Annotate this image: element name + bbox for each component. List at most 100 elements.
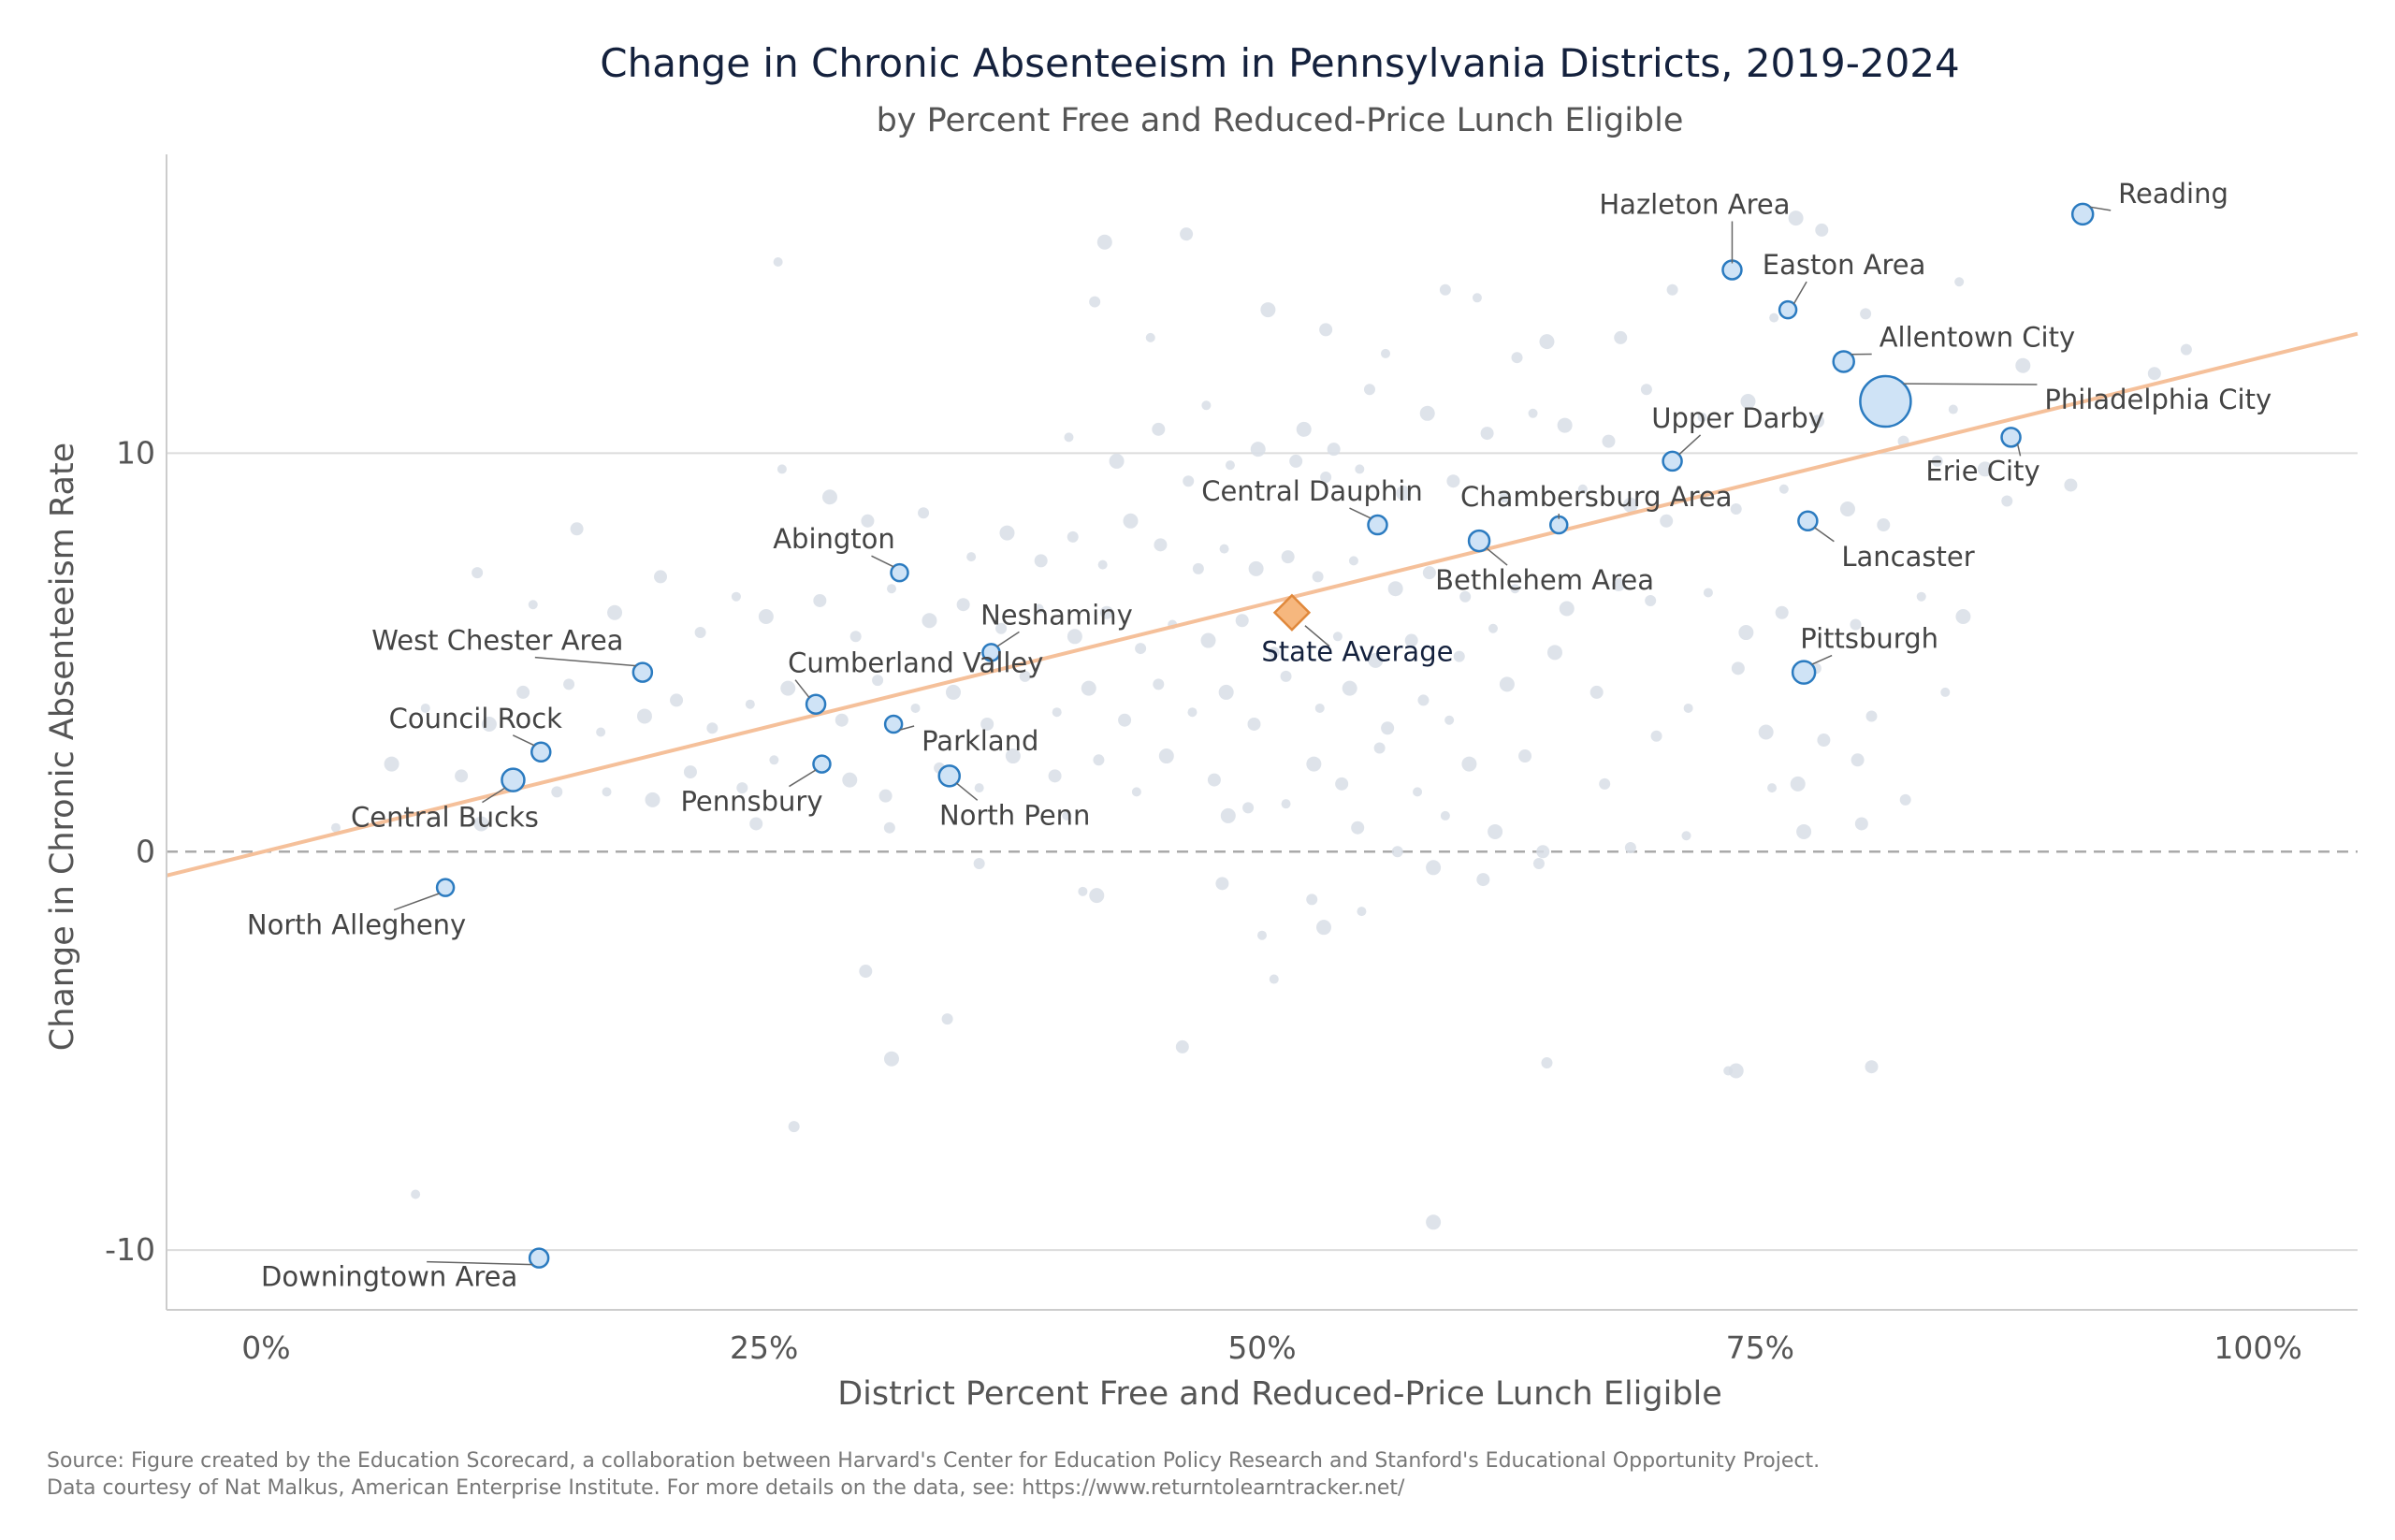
background-district-point	[2147, 367, 2161, 381]
background-district-point	[1817, 734, 1831, 748]
background-district-point	[1153, 678, 1165, 690]
background-district-point	[596, 727, 606, 737]
background-district-point	[1650, 730, 1662, 742]
y-tick-label: 0	[136, 833, 155, 869]
background-district-point	[1062, 810, 1072, 821]
background-district-point	[1839, 501, 1855, 517]
background-district-point	[1109, 453, 1125, 469]
district-point	[1859, 374, 1912, 429]
background-district-point	[1123, 513, 1139, 529]
label-leader-line	[1349, 507, 1372, 519]
background-district-point	[645, 792, 660, 807]
background-district-point	[1281, 799, 1291, 809]
background-district-point	[1499, 491, 1511, 503]
district-label: Council Rock	[389, 703, 563, 734]
background-district-point	[1472, 293, 1482, 303]
background-district-point	[1778, 484, 1789, 494]
district-point	[1467, 529, 1491, 553]
background-district-point	[1977, 461, 1993, 477]
background-district-point	[1215, 877, 1229, 891]
chart-title: Change in Chronic Absenteeism in Pennsyl…	[600, 40, 1960, 86]
background-district-point	[1067, 629, 1082, 645]
district-point	[805, 693, 827, 715]
background-district-point	[694, 627, 706, 639]
district-labels: Reading Hazleton Area Easton Area Allentown…	[247, 178, 2272, 1293]
district-point	[1791, 660, 1817, 685]
district-label: Central Bucks	[351, 802, 539, 834]
background-district-point	[1854, 817, 1868, 831]
background-points	[330, 211, 2192, 1230]
background-district-point	[1381, 721, 1395, 735]
background-district-point	[1877, 518, 1891, 532]
background-district-point	[883, 1051, 899, 1067]
background-district-point	[1089, 888, 1105, 904]
district-label: Hazleton Area	[1599, 189, 1790, 221]
background-district-point	[1348, 556, 1358, 566]
state-average-point	[1272, 593, 1312, 632]
background-district-point	[945, 684, 961, 700]
background-district-point	[1357, 907, 1367, 917]
background-district-point	[1815, 223, 1829, 237]
background-district-point	[1788, 211, 1804, 226]
label-leader-line	[534, 656, 636, 667]
district-label: Erie City	[1925, 455, 2039, 487]
background-district-point	[1850, 618, 1862, 631]
background-district-point	[1154, 538, 1168, 552]
background-district-point	[411, 1189, 421, 1199]
district-label: North Allegheny	[247, 909, 466, 941]
background-district-point	[1368, 652, 1384, 668]
background-district-point	[1426, 860, 1442, 876]
background-district-point	[455, 769, 469, 783]
background-district-point	[777, 464, 787, 474]
district-point	[1367, 514, 1388, 536]
background-district-point	[745, 699, 755, 709]
background-district-point	[1096, 234, 1112, 250]
district-label: Cumberland Valley	[788, 647, 1043, 679]
background-district-point	[1683, 703, 1693, 713]
background-district-point	[1207, 773, 1221, 787]
trend-line	[166, 331, 2359, 878]
background-district-point	[773, 256, 783, 267]
background-district-point	[1480, 427, 1494, 441]
background-district-point	[1097, 559, 1108, 570]
background-district-point	[1355, 464, 1365, 474]
background-district-point	[1697, 413, 1707, 423]
background-district-point	[1342, 680, 1357, 696]
label-leader-line	[2089, 206, 2112, 211]
district-label: Philadelphia City	[2044, 384, 2272, 415]
background-district-point	[861, 514, 875, 528]
background-district-point	[2001, 495, 2013, 507]
background-district-point	[1327, 443, 1341, 457]
background-district-point	[1954, 277, 1965, 287]
background-district-point	[1242, 802, 1255, 814]
district-point	[530, 741, 552, 763]
background-district-point	[788, 1121, 800, 1133]
background-district-point	[1511, 352, 1523, 364]
background-district-point	[1306, 756, 1322, 772]
background-district-point	[1158, 748, 1174, 764]
label-leader-line	[794, 679, 810, 699]
background-district-point	[1599, 777, 1611, 790]
label-leader-line	[1903, 383, 2038, 385]
background-district-point	[1488, 823, 1503, 839]
background-district-point	[1681, 831, 1691, 841]
background-district-point	[1622, 497, 1638, 513]
district-label: Bethlehem Area	[1435, 564, 1654, 596]
background-district-point	[1200, 632, 1216, 648]
x-tick-label: 50%	[1227, 1329, 1296, 1366]
background-district-point	[886, 584, 896, 594]
highlighted-districts	[435, 202, 2095, 1269]
background-district-point	[1758, 724, 1774, 740]
background-district-point	[1131, 787, 1141, 797]
district-point	[1832, 350, 1855, 373]
background-district-point	[2180, 343, 2192, 356]
district-point	[1797, 510, 1819, 532]
background-district-point	[749, 817, 763, 831]
background-district-point	[1235, 614, 1249, 628]
background-district-point	[922, 613, 937, 629]
background-district-point	[980, 717, 994, 731]
district-label: North Penn	[939, 799, 1090, 831]
y-axis-ticks: -10 0 10	[105, 434, 155, 1268]
district-label: Chambersburg Area	[1460, 481, 1733, 513]
background-district-point	[1899, 793, 1911, 806]
